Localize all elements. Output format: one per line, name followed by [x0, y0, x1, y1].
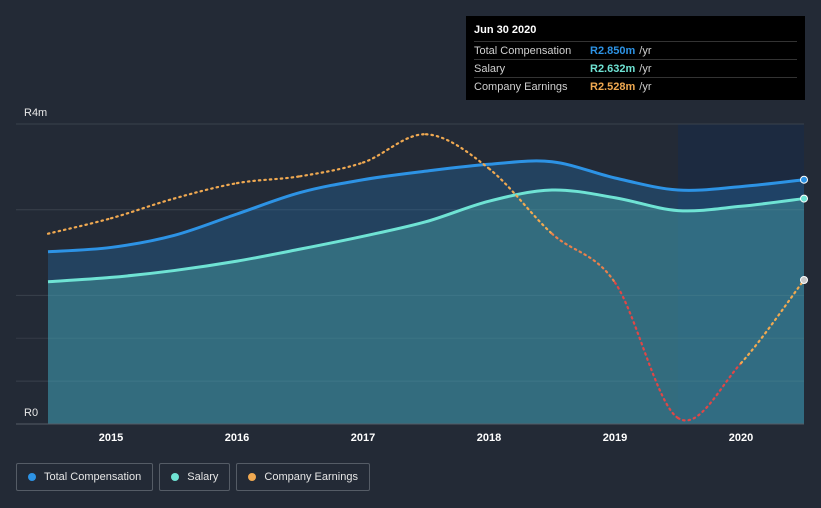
tooltip-row-total-compensation: Total Compensation R2.850m /yr	[474, 41, 797, 59]
legend-item-company-earnings[interactable]: Company Earnings	[236, 463, 370, 491]
x-tick-label: 2016	[225, 432, 249, 444]
company-earnings-segment	[487, 167, 554, 235]
company-earnings-segment	[676, 362, 743, 422]
company-earnings-segment	[235, 175, 302, 185]
tooltip-row-salary: Salary R2.632m /yr	[474, 59, 797, 77]
company-earnings-segment	[361, 133, 428, 164]
company-earnings-line	[46, 133, 806, 422]
legend: Total Compensation Salary Company Earnin…	[16, 463, 370, 491]
company-earnings-segment	[298, 161, 365, 178]
tooltip-unit: /yr	[639, 80, 652, 93]
company-earnings-segment	[739, 278, 806, 365]
company-earnings-segment	[424, 133, 491, 170]
legend-label: Salary	[187, 471, 219, 483]
tooltip-label: Company Earnings	[474, 80, 568, 93]
tooltip-value: R2.850m	[590, 44, 636, 57]
y-axis-top-label: R4m	[24, 107, 47, 119]
x-tick-label: 2015	[99, 432, 123, 444]
company-earnings-segment	[613, 281, 680, 420]
salary-area	[48, 189, 804, 424]
compensation-chart: R4m R0 2015 2016 2017 2018 2019 2020	[16, 107, 808, 444]
tooltip: Jun 30 2020 Total Compensation R2.850m /…	[466, 16, 805, 100]
y-axis-bottom-label: R0	[24, 407, 38, 419]
x-tick-label: 2018	[477, 432, 501, 444]
tooltip-unit: /yr	[639, 62, 652, 75]
gridlines	[16, 123, 804, 382]
company-earnings-segment	[550, 232, 617, 284]
company-earnings-segment	[172, 182, 239, 200]
tooltip-value: R2.528m	[590, 80, 636, 93]
legend-label: Company Earnings	[264, 471, 358, 483]
highlight-region	[678, 124, 804, 424]
x-tick-label: 2020	[729, 432, 753, 444]
legend-dot-icon	[28, 473, 36, 481]
tooltip-row-company-earnings: Company Earnings R2.528m /yr	[474, 77, 797, 95]
company-earnings-segment	[109, 197, 176, 220]
legend-dot-icon	[248, 473, 257, 481]
tooltip-label: Salary	[474, 62, 506, 75]
legend-label: Total Compensation	[44, 471, 142, 483]
total-compensation-end-marker	[800, 175, 808, 184]
tooltip-unit: /yr	[639, 44, 652, 57]
salary-line	[47, 188, 805, 284]
x-tick-label: 2019	[603, 432, 627, 444]
salary-end-marker	[800, 194, 808, 203]
legend-dot-icon	[171, 473, 180, 481]
tooltip-value: R2.632m	[590, 62, 636, 75]
x-tick-label: 2017	[351, 432, 375, 444]
legend-item-salary[interactable]: Salary	[159, 463, 231, 491]
total-compensation-area	[48, 160, 804, 424]
total-compensation-line	[47, 159, 805, 254]
tooltip-date: Jun 30 2020	[474, 24, 537, 36]
tooltip-label: Total Compensation	[474, 44, 572, 57]
legend-item-total-compensation[interactable]: Total Compensation	[16, 463, 154, 491]
x-axis-ticks: 2015 2016 2017 2018 2019 2020	[99, 432, 753, 444]
company-earnings-end-marker	[800, 276, 808, 284]
company-earnings-segment	[46, 217, 113, 235]
